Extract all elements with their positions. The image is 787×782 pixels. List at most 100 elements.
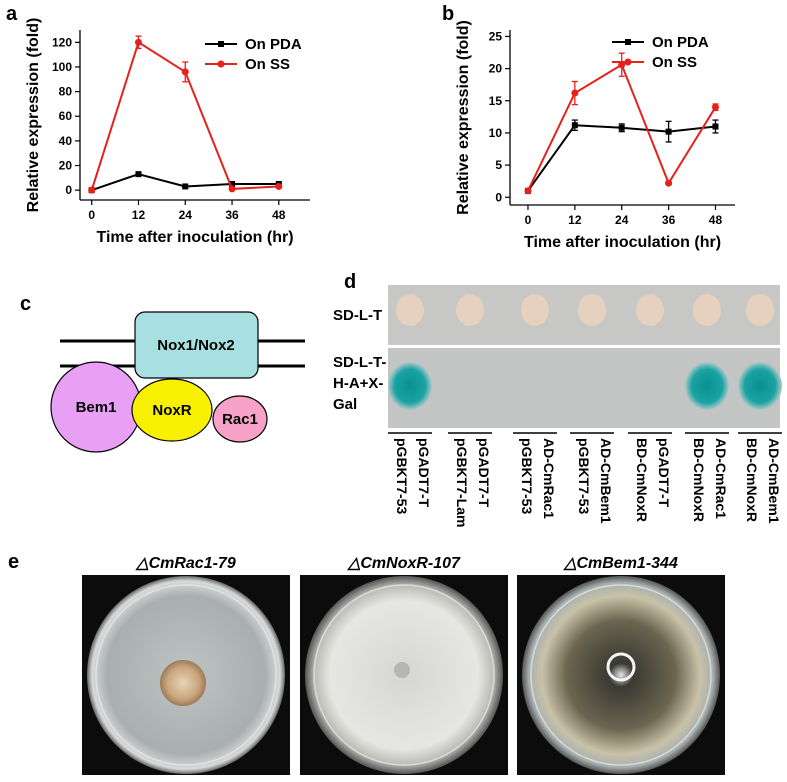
y-tick-label: 100 bbox=[52, 60, 72, 74]
x-axis-title: Time after inoculation (hr) bbox=[96, 229, 293, 246]
row-label: SD-L-T- bbox=[333, 354, 386, 371]
column-label: AD-CmRac1 bbox=[541, 438, 557, 519]
row-label: Gal bbox=[333, 396, 357, 413]
colony-spot bbox=[738, 362, 782, 410]
y-axis-title: Relative expression (fold) bbox=[455, 20, 472, 215]
colony-spot bbox=[521, 294, 549, 326]
legend-marker bbox=[218, 41, 224, 47]
dish bbox=[522, 576, 720, 774]
legend-label: On SS bbox=[245, 56, 290, 73]
column-label: pGBKT7-Lam bbox=[454, 438, 470, 527]
x-tick-label: 24 bbox=[179, 208, 193, 222]
y-tick-label: 10 bbox=[489, 126, 503, 140]
marker bbox=[571, 122, 578, 129]
plate-title: △CmBem1-344 bbox=[562, 555, 678, 572]
panel-label: e bbox=[8, 551, 19, 573]
legend-marker bbox=[624, 58, 632, 66]
colony-spot bbox=[693, 294, 721, 326]
y-tick-label: 25 bbox=[489, 29, 503, 43]
x-tick-label: 48 bbox=[272, 208, 286, 222]
line bbox=[527, 124, 716, 192]
dish-rim bbox=[530, 584, 712, 766]
colony bbox=[394, 662, 410, 678]
node-label: Bem1 bbox=[76, 399, 117, 416]
x-tick-label: 0 bbox=[525, 213, 532, 227]
legend-marker bbox=[625, 39, 631, 45]
y-tick-label: 0 bbox=[65, 183, 72, 197]
y-tick-label: 0 bbox=[495, 190, 502, 204]
colony-spot bbox=[388, 362, 432, 410]
marker bbox=[229, 180, 236, 187]
diagram: Nox1/Nox2 Bem1 NoxR Rac1 bbox=[50, 311, 305, 453]
colony-spot bbox=[578, 294, 606, 326]
y-tick-label: 15 bbox=[489, 94, 503, 108]
marker bbox=[88, 186, 96, 194]
x-tick-label: 36 bbox=[225, 208, 239, 222]
x-tick-label: 24 bbox=[615, 213, 629, 227]
marker bbox=[228, 185, 236, 193]
column-label: AD-CmRac1 bbox=[713, 438, 729, 519]
colony-spot bbox=[746, 294, 774, 326]
legend-marker bbox=[217, 60, 225, 68]
marker bbox=[711, 103, 719, 111]
y-tick-label: 120 bbox=[52, 35, 72, 49]
x-axis-title: Time after inoculation (hr) bbox=[524, 234, 721, 251]
node-label: Rac1 bbox=[222, 411, 258, 428]
colony bbox=[606, 652, 636, 682]
y-axis-title: Relative expression (fold) bbox=[25, 18, 42, 213]
column-label: BD-CmNoxR bbox=[744, 438, 760, 522]
dish-rim bbox=[95, 584, 277, 766]
marker bbox=[665, 179, 673, 187]
y-tick-label: 5 bbox=[495, 158, 502, 172]
column-label: AD-CmBem1 bbox=[766, 438, 782, 524]
x-tick-label: 48 bbox=[709, 213, 723, 227]
node-label: NoxR bbox=[152, 402, 191, 419]
x-tick-label: 36 bbox=[662, 213, 676, 227]
column-label: pGADT7-T bbox=[656, 438, 672, 508]
colony bbox=[160, 660, 206, 706]
marker bbox=[181, 68, 189, 76]
marker bbox=[712, 123, 719, 130]
column-label: pGADT7-T bbox=[476, 438, 492, 508]
y-tick-label: 40 bbox=[59, 134, 73, 148]
panel-label: d bbox=[344, 271, 356, 293]
y-tick-label: 80 bbox=[59, 85, 73, 99]
legend-label: On PDA bbox=[652, 34, 709, 51]
marker bbox=[275, 182, 283, 190]
colony-spot bbox=[636, 294, 664, 326]
column-label: AD-CmBem1 bbox=[598, 438, 614, 524]
row-label: SD-L-T bbox=[333, 307, 382, 324]
marker bbox=[618, 124, 625, 131]
column-label: pGBKT7-53 bbox=[576, 438, 592, 514]
marker bbox=[134, 38, 142, 46]
y-tick-label: 20 bbox=[489, 62, 503, 76]
colony-spot bbox=[456, 294, 484, 326]
plate-title: △CmNoxR-107 bbox=[346, 555, 461, 572]
x-tick-label: 12 bbox=[568, 213, 582, 227]
node-ellipse bbox=[212, 395, 268, 443]
panel-label: c bbox=[20, 293, 31, 315]
x-tick-label: 12 bbox=[132, 208, 146, 222]
legend-label: On PDA bbox=[245, 36, 302, 53]
x-tick-label: 0 bbox=[88, 208, 95, 222]
marker bbox=[665, 128, 672, 135]
colony-spot bbox=[685, 362, 729, 410]
marker bbox=[135, 171, 142, 178]
panel-label: a bbox=[6, 3, 18, 25]
marker bbox=[524, 187, 532, 195]
column-label: pGBKT7-53 bbox=[519, 438, 535, 514]
node-ellipse bbox=[131, 378, 213, 442]
plate-title: △CmRac1-79 bbox=[134, 555, 236, 572]
panel-label: b bbox=[442, 3, 454, 25]
row-label: H-A+X- bbox=[333, 375, 383, 392]
column-label: BD-CmNoxR bbox=[691, 438, 707, 522]
node-label: Nox1/Nox2 bbox=[157, 337, 235, 354]
legend-label: On SS bbox=[652, 54, 697, 71]
column-label: BD-CmNoxR bbox=[634, 438, 650, 522]
y-tick-label: 20 bbox=[59, 159, 73, 173]
column-label: pGBKT7-53 bbox=[394, 438, 410, 514]
node-box bbox=[134, 311, 259, 379]
column-label: pGADT7-T bbox=[416, 438, 432, 508]
marker bbox=[182, 183, 189, 190]
